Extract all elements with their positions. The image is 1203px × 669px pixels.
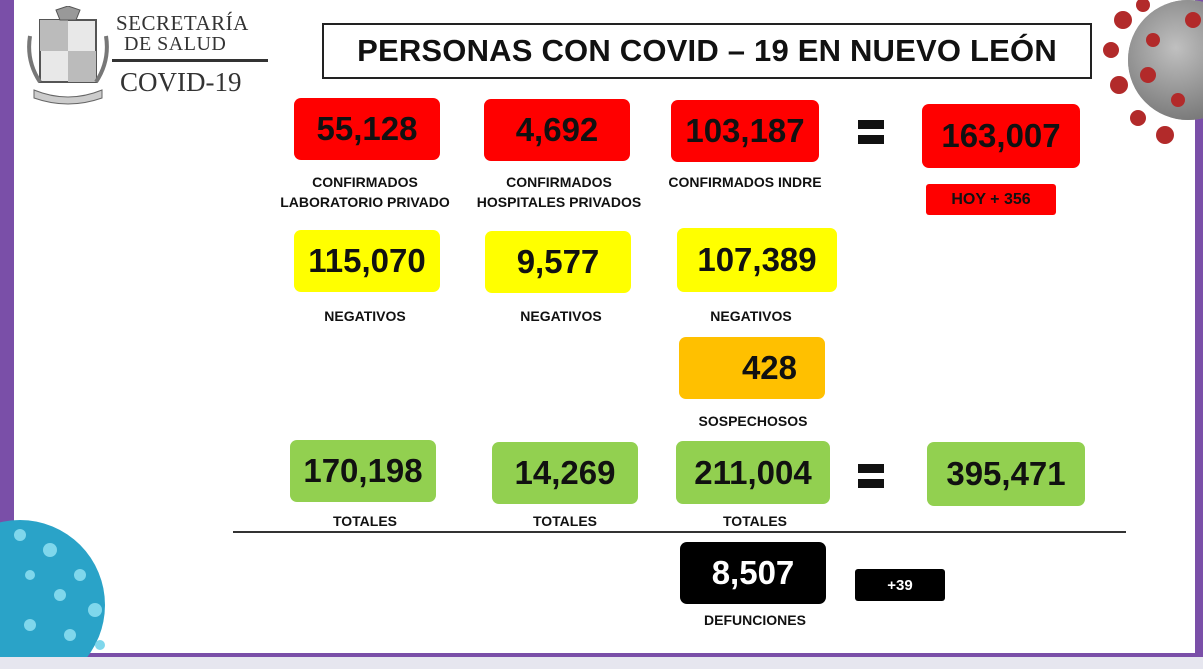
suspects-value: 428 (679, 337, 825, 399)
totals-hosp-privados-label: TOTALES (532, 513, 598, 529)
bottom-strip (0, 657, 1203, 669)
negatives-hosp-privados-label: NEGATIVOS (520, 308, 602, 324)
confirmed-hosp-privados-label: CONFIRMADOS HOSPITALES PRIVADOS (464, 172, 654, 212)
totals-indre-value: 211,004 (676, 441, 830, 504)
confirmed-lab-privado-label-2: LABORATORIO PRIVADO (280, 194, 450, 210)
org-logo-text: SECRETARÍA DE SALUD COVID-19 (112, 11, 268, 97)
equals-icon (858, 120, 884, 150)
section-divider (233, 531, 1126, 533)
confirmed-lab-privado-label-1: CONFIRMADOS (312, 174, 418, 190)
confirmed-total-value: 163,007 (922, 104, 1080, 168)
suspects-label: SOSPECHOSOS (698, 413, 808, 429)
totals-lab-privado-value: 170,198 (290, 440, 436, 502)
org-name-line1: SECRETARÍA (116, 11, 249, 35)
negatives-lab-privado-label: NEGATIVOS (324, 308, 406, 324)
virus-illustration-icon (1103, 0, 1203, 144)
totals-hosp-privados-value: 14,269 (492, 442, 638, 504)
today-increase-badge: HOY + 356 (926, 184, 1056, 215)
grand-total-value: 395,471 (927, 442, 1085, 506)
org-program: COVID-19 (120, 67, 242, 97)
confirmed-indre-value: 103,187 (671, 100, 819, 162)
negatives-hosp-privados-value: 9,577 (485, 231, 631, 293)
deaths-increase-badge: +39 (855, 569, 945, 601)
confirmed-lab-privado-label: CONFIRMADOS LABORATORIO PRIVADO (270, 172, 460, 212)
totals-indre-label: TOTALES (722, 513, 788, 529)
deaths-label: DEFUNCIONES (704, 612, 806, 628)
virus-illustration-icon (0, 520, 105, 657)
page-title: PERSONAS CON COVID – 19 EN NUEVO LEÓN (322, 23, 1092, 79)
confirmed-lab-privado-value: 55,128 (294, 98, 440, 160)
negatives-indre-label: NEGATIVOS (710, 308, 792, 324)
negatives-indre-value: 107,389 (677, 228, 837, 292)
confirmed-hosp-privados-label-2: HOSPITALES PRIVADOS (476, 194, 642, 210)
right-frame-bar (1195, 0, 1203, 669)
confirmed-hosp-privados-label-1: CONFIRMADOS (506, 174, 612, 190)
negatives-lab-privado-value: 115,070 (294, 230, 440, 292)
left-frame-bar (0, 0, 14, 669)
confirmed-hosp-privados-value: 4,692 (484, 99, 630, 161)
org-name-line2: DE SALUD (124, 33, 227, 55)
totals-lab-privado-label: TOTALES (332, 513, 398, 529)
state-seal-icon (27, 6, 109, 105)
logo-divider (112, 59, 268, 62)
confirmed-indre-label: CONFIRMADOS INDRE (668, 174, 822, 190)
deaths-value: 8,507 (680, 542, 826, 604)
equals-icon (858, 464, 884, 494)
